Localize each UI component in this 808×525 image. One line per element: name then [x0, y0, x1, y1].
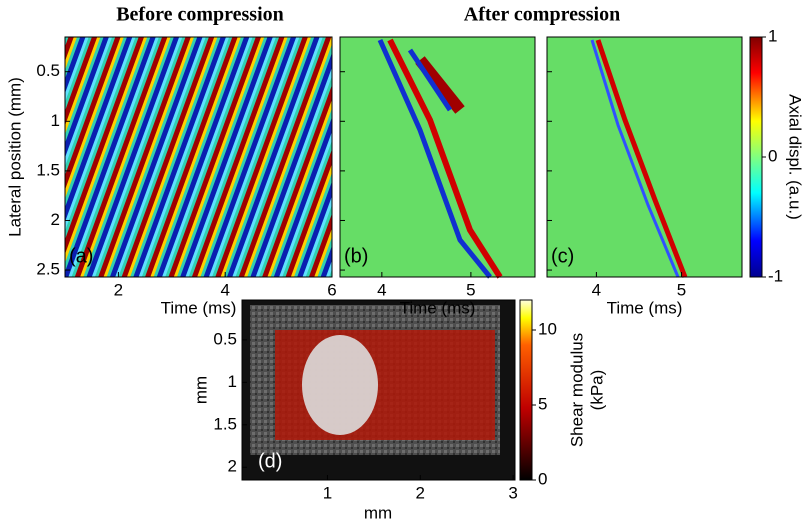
x-tick-label: 4	[377, 280, 386, 299]
x-tick-label: 5	[466, 280, 475, 299]
y-tick-label: 0.5	[213, 329, 237, 348]
y-tick-label: 2	[228, 457, 237, 476]
panel-frame	[241, 299, 516, 481]
image-b	[340, 37, 535, 279]
y-tick-label: 1	[228, 372, 237, 391]
image-d	[242, 300, 515, 480]
panel-label: (a)	[69, 245, 93, 267]
colorbar-tick-label: 1	[768, 26, 777, 45]
panel-frame	[339, 36, 536, 278]
image-a	[65, 37, 332, 277]
y-tick-label: 2	[51, 210, 60, 229]
x-tick-label: 6	[327, 280, 336, 299]
x-axis-label: mm	[364, 503, 392, 522]
colorbar-top	[749, 36, 763, 278]
colorbar-tick-label: 0	[768, 146, 777, 165]
colorbar-tick-label: 5	[538, 394, 547, 413]
colorbar-tick-label: 10	[538, 319, 557, 338]
y-axis-label: mm	[191, 376, 210, 404]
colorbar-tick-label: 0	[538, 469, 547, 488]
x-tick-label: 1	[323, 483, 332, 502]
panel-label: (b)	[344, 245, 368, 267]
x-tick-label: 4	[592, 280, 601, 299]
y-tick-label: 1	[51, 111, 60, 130]
x-tick-label: 2	[114, 280, 123, 299]
image-c	[547, 37, 742, 278]
colorbar-label: (kPa)	[587, 370, 606, 411]
y-tick-label: 1.5	[213, 414, 237, 433]
panel-label: (c)	[551, 245, 574, 267]
colorbar-label: Shear modulus	[567, 333, 586, 447]
y-tick-label: 0.5	[36, 61, 60, 80]
title-before: Before compression	[116, 4, 284, 26]
y-tick-label: 1.5	[36, 160, 60, 179]
y-tick-label: 2.5	[36, 260, 60, 279]
panel-frame	[64, 36, 333, 278]
panel-label: (d)	[258, 450, 282, 472]
x-axis-label: Time (ms)	[161, 298, 237, 317]
colorbar-bottom	[519, 299, 533, 481]
x-tick-label: 5	[677, 280, 686, 299]
panel-frame	[546, 36, 743, 278]
x-axis-label: Time (ms)	[607, 298, 683, 317]
colorbar-tick-label: -1	[768, 266, 783, 285]
colorbar-label: Axial displ. (a.u.)	[786, 94, 805, 220]
x-tick-label: 4	[220, 280, 229, 299]
x-tick-label: 2	[416, 483, 425, 502]
x-tick-label: 3	[508, 483, 517, 502]
x-axis-label: Time (ms)	[400, 298, 476, 317]
y-axis-label: Lateral position (mm)	[5, 77, 24, 237]
title-after: After compression	[464, 4, 620, 26]
